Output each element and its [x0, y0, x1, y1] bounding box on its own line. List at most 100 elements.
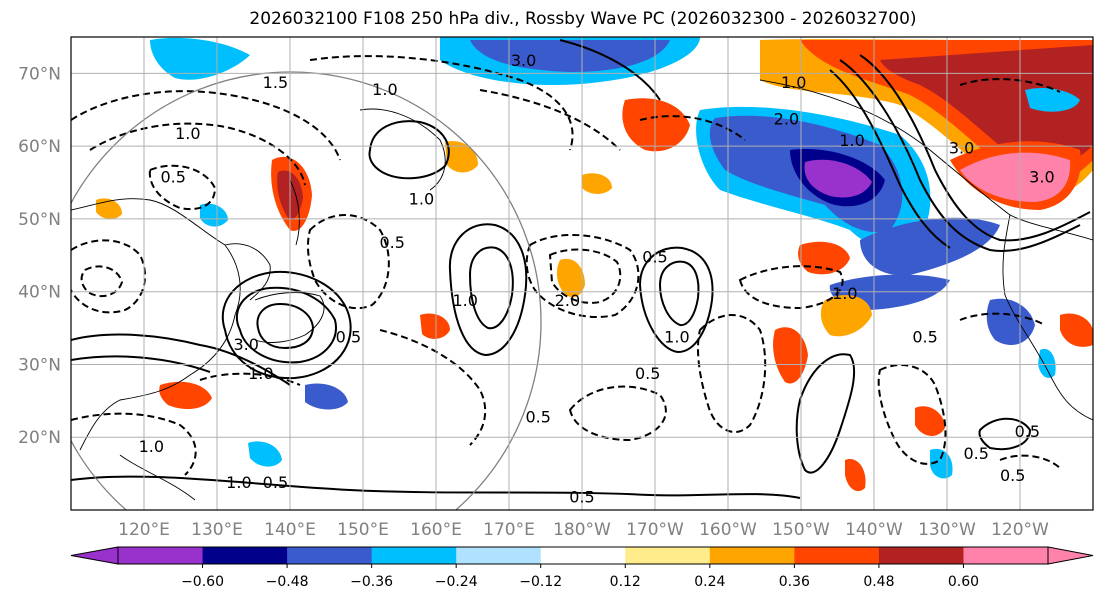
- contour-label: 0.5: [912, 328, 937, 347]
- map-panel: 3.01.01.51.00.51.00.52.01.03.01.00.50.50…: [70, 36, 1094, 511]
- shade-blob: [960, 152, 1071, 202]
- contour-label: 1.0: [664, 328, 689, 347]
- lat-tick-label: 60°N: [18, 137, 61, 157]
- contour-neg: [959, 78, 1061, 93]
- contour-neg: [89, 122, 306, 186]
- contour-labels: 3.01.01.51.00.51.00.52.01.03.01.00.50.50…: [139, 51, 1055, 507]
- contour-neg: [306, 214, 390, 310]
- contour-label: 1.0: [781, 73, 806, 92]
- contour-neg: [71, 90, 341, 161]
- focus-circle: [71, 71, 542, 510]
- shade-blob: [798, 241, 850, 275]
- contour-label: 1.0: [139, 437, 164, 456]
- coastlines: [71, 79, 1093, 501]
- contour-label: 1.0: [452, 291, 477, 310]
- colorbar-tick-label: −0.36: [350, 574, 393, 590]
- colorbar-swatch: [794, 547, 880, 564]
- contour-label: 0.5: [525, 408, 550, 427]
- contour-neg: [148, 164, 217, 210]
- lat-tick-label: 20°N: [18, 428, 61, 448]
- contour-neg: [548, 248, 622, 304]
- contour-label: 3.0: [949, 138, 974, 157]
- colorbar-tick-label: 0.48: [863, 574, 894, 590]
- contour-label: 1.0: [839, 131, 864, 150]
- contour-label: 1.0: [372, 80, 397, 99]
- contour-neg: [71, 412, 197, 476]
- lon-tick-label: 130°W: [918, 520, 976, 540]
- lon-tick-label: 170°W: [626, 520, 684, 540]
- lon-tick-label: 180°W: [553, 520, 611, 540]
- colorbar-arrow-high: [1047, 546, 1094, 565]
- colorbar-tick-label: 0.60: [948, 574, 979, 590]
- asia-coast: [71, 198, 241, 451]
- contour-label: 3.0: [233, 335, 258, 354]
- shade-blob: [150, 37, 250, 80]
- latitude-axis: 70°N 60°N 50°N 40°N 30°N 20°N: [18, 64, 61, 448]
- shade-blob: [820, 295, 872, 337]
- shade-blob: [622, 98, 690, 152]
- shade-blob: [582, 173, 612, 194]
- contour-label: 2.0: [774, 109, 799, 128]
- shade-blob: [773, 327, 808, 384]
- shade-blob: [880, 45, 1093, 167]
- contour-label: 0.5: [336, 328, 361, 347]
- contour-pos: [256, 302, 315, 350]
- contour-label: 0.5: [642, 248, 667, 267]
- kamchatka-coast: [359, 108, 446, 191]
- korea-coast: [224, 243, 271, 301]
- contour-neg: [80, 265, 124, 298]
- contour-label: 1.0: [409, 189, 434, 208]
- lon-tick-label: 130°E: [191, 520, 243, 540]
- contour-neg: [525, 233, 640, 319]
- colorbar-swatch: [371, 547, 457, 564]
- contour-neg: [738, 265, 844, 310]
- lon-tick-label: 120°W: [991, 520, 1049, 540]
- contour-label: 1.0: [248, 364, 273, 383]
- contour-neg: [379, 329, 487, 446]
- shade-blob: [96, 198, 122, 220]
- contour-pos: [235, 286, 337, 364]
- lon-tick-label: 140°E: [264, 520, 316, 540]
- colorbar-swatch: [202, 547, 288, 564]
- lat-tick-label: 40°N: [18, 283, 61, 303]
- colorbar-swatch: [456, 547, 542, 564]
- contour-pos: [839, 59, 1081, 252]
- philippines-coast: [119, 454, 196, 501]
- shade-blob: [200, 203, 228, 227]
- contour-label: 3.0: [1029, 168, 1054, 187]
- shade-blob: [915, 406, 945, 436]
- shade-blob: [420, 313, 450, 339]
- longitude-axis: 120°E 130°E 140°E 150°E 160°E 170°E 180°W 170°W…: [118, 520, 1049, 540]
- shade-blob: [556, 258, 585, 298]
- contour-label: 0.5: [263, 473, 288, 492]
- shade-blob: [445, 141, 478, 173]
- contour-pos: [368, 120, 450, 180]
- lat-tick-label: 50°N: [18, 210, 61, 230]
- contour-pos: [468, 246, 514, 330]
- colorbar-tick-label: −0.12: [519, 574, 562, 590]
- contour-label: 0.5: [569, 488, 594, 507]
- contour-neg: [309, 55, 574, 151]
- contour-label: 0.5: [963, 444, 988, 463]
- colorbar-frame: [117, 546, 1049, 565]
- gridlines: [71, 37, 1093, 510]
- colorbar-swatch: [963, 547, 1049, 564]
- lon-tick-label: 160°E: [410, 520, 462, 540]
- contour-pos: [638, 246, 714, 354]
- contour-label: 1.0: [832, 284, 857, 303]
- lon-tick-label: 140°W: [845, 520, 903, 540]
- lon-tick-label: 160°W: [699, 520, 757, 540]
- colorbar-swatch: [540, 547, 626, 564]
- contour-label: 1.0: [226, 473, 251, 492]
- colorbar-arrow-low: [70, 546, 119, 565]
- lat-tick-label: 30°N: [18, 355, 61, 375]
- contour-pos: [859, 54, 1091, 242]
- contour-label: 0.5: [160, 168, 185, 187]
- shade-blob: [248, 441, 282, 467]
- contour-neg: [959, 312, 1046, 326]
- divergence-shading: [96, 37, 1093, 492]
- contour-pos: [221, 270, 352, 380]
- colorbar-tick-label: −0.24: [435, 574, 478, 590]
- colorbar-tick-label: 0.36: [779, 574, 810, 590]
